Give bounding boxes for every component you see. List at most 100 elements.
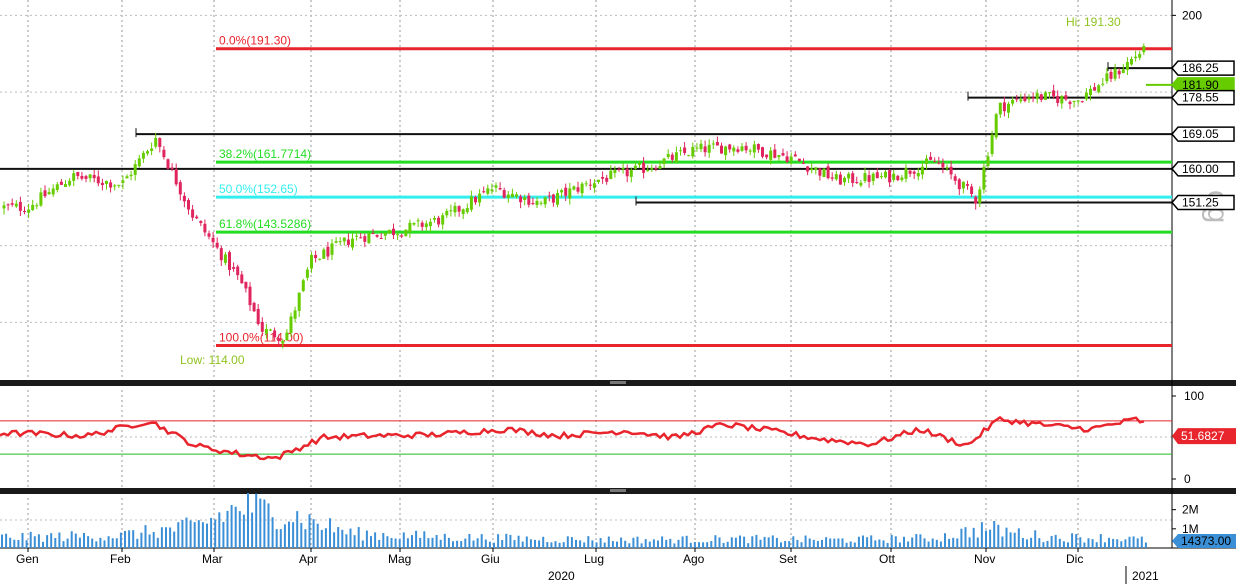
volume-bar bbox=[788, 541, 791, 548]
candle-body bbox=[1113, 68, 1117, 79]
candle-body bbox=[18, 202, 22, 211]
candle-body bbox=[166, 159, 170, 169]
candle-body bbox=[666, 154, 670, 158]
candle-body bbox=[27, 209, 31, 213]
candle-body bbox=[433, 217, 436, 220]
volume-bar bbox=[152, 531, 155, 548]
volume-bar bbox=[1124, 539, 1127, 548]
volume-bar bbox=[706, 542, 709, 548]
volume-bar bbox=[255, 493, 258, 548]
volume-bar bbox=[374, 532, 377, 548]
volume-bar bbox=[1038, 538, 1041, 548]
candle-body bbox=[14, 203, 18, 207]
volume-bar bbox=[755, 534, 758, 548]
volume-bar bbox=[115, 538, 118, 548]
candle-body bbox=[76, 171, 80, 177]
candle-body bbox=[453, 205, 457, 213]
candle-body bbox=[478, 193, 482, 203]
candle-body bbox=[920, 166, 924, 175]
volume-bar bbox=[124, 530, 126, 548]
candle-body bbox=[560, 190, 564, 193]
fib-level-label: 50.0%(152.65) bbox=[219, 182, 298, 196]
volume-bar bbox=[1030, 537, 1033, 548]
candle-body bbox=[638, 163, 641, 165]
volume-bar bbox=[595, 542, 598, 548]
volume-bar bbox=[722, 542, 725, 548]
volume-bar bbox=[1058, 538, 1061, 548]
candle-body bbox=[1052, 90, 1056, 97]
volume-bar bbox=[349, 528, 352, 548]
x-month-label: Feb bbox=[110, 552, 131, 566]
candle-body bbox=[150, 148, 154, 151]
candle-body bbox=[859, 182, 863, 186]
volume-bar bbox=[169, 527, 172, 548]
candle-body bbox=[568, 188, 572, 199]
volume-bar bbox=[173, 531, 176, 548]
volume-bar bbox=[665, 539, 668, 548]
volume-bar bbox=[681, 536, 684, 548]
volume-bar bbox=[624, 540, 627, 548]
candle-body bbox=[281, 340, 285, 344]
volume-bar bbox=[21, 532, 24, 548]
candle-body bbox=[154, 138, 158, 147]
candle-body bbox=[781, 153, 785, 156]
volume-bar bbox=[931, 538, 934, 548]
fib-level-label: 0.0%(191.30) bbox=[219, 34, 291, 48]
volume-bar bbox=[657, 540, 659, 548]
volume-bar bbox=[386, 536, 389, 548]
volume-bar bbox=[579, 540, 582, 548]
candle-body bbox=[1117, 70, 1121, 75]
candle-body bbox=[482, 191, 486, 193]
candle-body bbox=[1048, 92, 1051, 94]
x-month-label: Mar bbox=[202, 552, 223, 566]
candle-body bbox=[556, 192, 559, 205]
volume-bar bbox=[550, 542, 553, 548]
volume-bar bbox=[796, 539, 799, 548]
candle-body bbox=[621, 167, 625, 170]
volume-bar bbox=[1095, 542, 1098, 548]
osc-last-value-label: 51.6827 bbox=[1181, 429, 1225, 443]
candle-body bbox=[125, 176, 129, 179]
volume-bar bbox=[821, 539, 823, 548]
volume-bar bbox=[1001, 536, 1004, 548]
candle-body bbox=[551, 194, 555, 203]
volume-bar bbox=[575, 539, 577, 548]
candle-body bbox=[945, 167, 949, 169]
candle-body bbox=[301, 280, 305, 291]
volume-bar bbox=[443, 533, 446, 548]
volume-bar bbox=[636, 536, 639, 548]
volume-bar bbox=[111, 538, 114, 548]
candle-body bbox=[437, 217, 441, 225]
candle-body bbox=[1011, 100, 1015, 104]
candle-body bbox=[1068, 101, 1072, 104]
volume-bar bbox=[488, 541, 491, 548]
volume-bar bbox=[5, 533, 8, 548]
candle-body bbox=[244, 281, 248, 289]
candle-body bbox=[572, 186, 576, 190]
candle-body bbox=[359, 237, 363, 239]
candle-body bbox=[941, 162, 945, 168]
high-label: Hi: 191.30 bbox=[1066, 15, 1121, 29]
candle-body bbox=[121, 180, 125, 183]
candle-body bbox=[1105, 73, 1109, 82]
volume-bar bbox=[419, 537, 422, 548]
candle-body bbox=[338, 241, 342, 243]
candle-body bbox=[847, 173, 851, 179]
volume-bar bbox=[743, 536, 746, 548]
candle-body bbox=[428, 221, 432, 227]
volume-bar bbox=[206, 523, 208, 548]
volume-bar bbox=[907, 541, 910, 548]
volume-bar bbox=[37, 534, 40, 548]
volume-bar bbox=[288, 521, 290, 548]
candle-body bbox=[998, 102, 1002, 115]
volume-bar bbox=[1034, 530, 1037, 548]
candle-body bbox=[490, 189, 494, 192]
candle-body bbox=[580, 183, 584, 194]
candle-body bbox=[39, 192, 43, 206]
candle-body bbox=[203, 223, 207, 233]
x-month-label: Giu bbox=[481, 552, 500, 566]
volume-bar bbox=[1026, 539, 1028, 548]
volume-bar bbox=[534, 539, 536, 548]
candle-body bbox=[379, 237, 383, 239]
volume-bar bbox=[304, 529, 307, 548]
